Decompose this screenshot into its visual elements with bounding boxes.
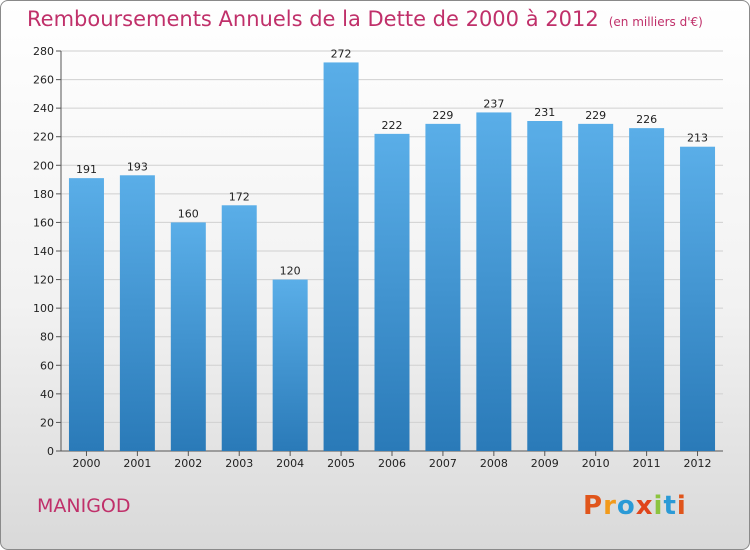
chart-title-text: Remboursements Annuels de la Dette de 20… (27, 7, 599, 31)
x-tick-label: 2001 (123, 457, 151, 470)
bar (476, 112, 512, 451)
logo-letter: x (635, 491, 654, 521)
x-tick-label: 2008 (480, 457, 508, 470)
bar (527, 121, 563, 451)
logo-letter: i (676, 491, 687, 521)
bar-value-label: 229 (432, 109, 453, 122)
bar (221, 205, 257, 451)
bar-value-label: 160 (178, 207, 199, 220)
y-tick-label: 280 (33, 45, 54, 58)
bar-value-label: 237 (483, 97, 504, 110)
bar-value-label: 272 (331, 47, 352, 60)
bar-value-label: 229 (585, 109, 606, 122)
x-tick-label: 2000 (72, 457, 100, 470)
x-tick-label: 2012 (684, 457, 712, 470)
proxiti-logo[interactable]: Proxiti (583, 491, 687, 521)
bar-value-label: 191 (76, 163, 97, 176)
y-tick-label: 240 (33, 102, 54, 115)
y-tick-label: 260 (33, 74, 54, 87)
y-tick-label: 100 (33, 302, 54, 315)
bar-value-label: 226 (636, 113, 657, 126)
bar (170, 222, 206, 451)
x-tick-label: 2007 (429, 457, 457, 470)
bar-value-label: 193 (127, 160, 148, 173)
commune-name: MANIGOD (37, 495, 131, 517)
bar-value-label: 172 (229, 190, 250, 203)
bar (323, 62, 359, 452)
y-tick-label: 80 (40, 331, 54, 344)
x-tick-label: 2010 (582, 457, 610, 470)
y-tick-label: 120 (33, 274, 54, 287)
x-tick-label: 2005 (327, 457, 355, 470)
bar (578, 123, 614, 451)
y-tick-label: 20 (40, 416, 54, 429)
x-tick-label: 2004 (276, 457, 304, 470)
x-tick-label: 2006 (378, 457, 406, 470)
bar (68, 178, 104, 451)
logo-letter: t (663, 491, 677, 521)
bar (425, 123, 461, 451)
logo-letter: o (616, 491, 636, 521)
bar (680, 146, 716, 451)
y-tick-label: 140 (33, 245, 54, 258)
chart-unit: (en milliers d'€) (608, 15, 703, 29)
logo-letter: P (583, 491, 604, 521)
bar (374, 133, 410, 451)
bar (119, 175, 155, 452)
chart-title: Remboursements Annuels de la Dette de 20… (27, 7, 703, 31)
logo-letter: r (603, 491, 617, 521)
logo-letter: i (653, 491, 664, 521)
y-tick-label: 40 (40, 388, 54, 401)
bar (629, 128, 665, 451)
bar (272, 279, 308, 451)
bar-value-label: 213 (687, 132, 708, 145)
x-tick-label: 2003 (225, 457, 253, 470)
x-tick-label: 2002 (174, 457, 202, 470)
bar-value-label: 222 (382, 119, 403, 132)
y-tick-label: 220 (33, 131, 54, 144)
y-tick-label: 0 (47, 445, 54, 458)
y-tick-label: 200 (33, 159, 54, 172)
bar-value-label: 120 (280, 265, 301, 278)
x-tick-label: 2009 (531, 457, 559, 470)
x-tick-label: 2011 (633, 457, 661, 470)
y-tick-label: 180 (33, 188, 54, 201)
y-tick-label: 160 (33, 216, 54, 229)
bar-value-label: 231 (534, 106, 555, 119)
y-tick-label: 60 (40, 359, 54, 372)
